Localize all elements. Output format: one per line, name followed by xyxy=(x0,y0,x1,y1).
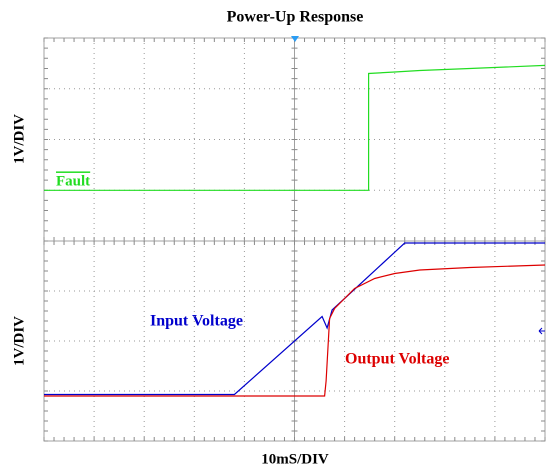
minor-ticks xyxy=(43,240,546,442)
chart-title: Power-Up Response xyxy=(227,9,364,26)
output-voltage-label: Output Voltage xyxy=(345,351,449,368)
fault-label: Fault xyxy=(56,173,90,189)
minor-ticks xyxy=(43,37,546,242)
level-marker xyxy=(538,327,545,335)
input-voltage-label: Input Voltage xyxy=(150,313,243,330)
y-axis-label: 1V/DIV xyxy=(11,316,27,366)
trace xyxy=(44,242,545,396)
trace xyxy=(44,64,546,191)
y-axis-label: 1V/DIV xyxy=(11,114,27,164)
plot-layer xyxy=(43,37,546,442)
trigger-marker xyxy=(291,36,299,42)
trace xyxy=(44,264,546,397)
x-axis-label: 10mS/DIV xyxy=(261,451,329,467)
